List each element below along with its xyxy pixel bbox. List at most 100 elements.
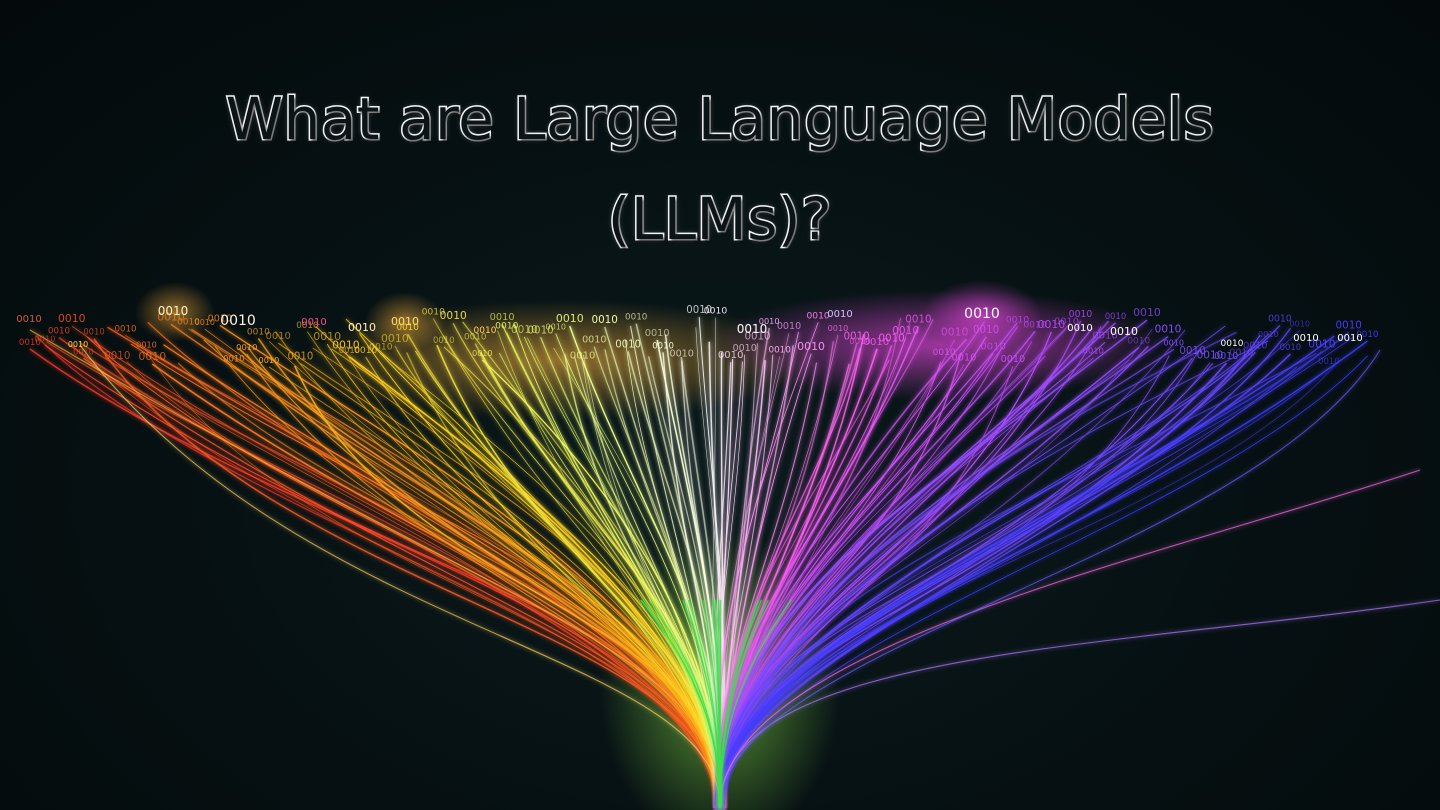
binary-label: 0010 xyxy=(422,307,446,318)
binary-label: 0010 xyxy=(1067,323,1092,334)
binary-label: 0010 xyxy=(759,316,780,326)
fiber-strand xyxy=(719,322,1018,809)
binary-label: 0010 xyxy=(570,350,596,361)
binary-label: 0010 xyxy=(737,322,768,336)
fiber-strand xyxy=(345,352,722,809)
binary-label: 0010 xyxy=(686,305,712,316)
binary-label: 0010 xyxy=(1001,354,1026,365)
binary-label: 0010 xyxy=(1229,348,1253,359)
binary-label: 0010 xyxy=(301,317,326,328)
fiber-strand xyxy=(79,344,721,809)
binary-label: 0010 xyxy=(265,331,290,342)
binary-label: 0010 xyxy=(19,338,41,348)
binary-label: 0010 xyxy=(1280,343,1302,353)
binary-label: 0010 xyxy=(223,355,245,365)
binary-label: 0010 xyxy=(83,327,104,337)
binary-label: 0010 xyxy=(645,328,670,339)
binary-label: 0010 xyxy=(58,312,86,325)
binary-label: 0010 xyxy=(733,343,757,354)
binary-label: 0010 xyxy=(1335,320,1361,332)
binary-label: 0010 xyxy=(16,314,41,325)
binary-label: 0010 xyxy=(48,327,70,337)
binary-label: 0010 xyxy=(440,309,467,322)
binary-label: 0010 xyxy=(1268,314,1292,325)
fiber-strand xyxy=(716,340,1269,809)
fiber-strands xyxy=(29,317,1440,809)
binary-label: 0010 xyxy=(73,346,94,356)
binary-label: 0010 xyxy=(35,333,56,343)
binary-label: 0010 xyxy=(941,326,969,339)
fiber-strand xyxy=(718,348,1175,809)
binary-label: 0010 xyxy=(68,340,88,349)
fiber-strand xyxy=(716,329,1186,809)
fiber-strand xyxy=(513,323,718,809)
fiber-strand xyxy=(582,354,722,809)
binary-label: 0010 xyxy=(827,309,852,320)
fiber-strand xyxy=(29,329,721,809)
binary-label: 0010 xyxy=(1155,324,1182,336)
binary-label: 0010 xyxy=(138,350,166,363)
binary-label: 0010 xyxy=(905,314,931,326)
binary-label: 0010 xyxy=(615,339,641,350)
binary-label: 0010 xyxy=(1110,325,1138,338)
fiber-strand xyxy=(58,336,719,809)
binary-label: 0010 xyxy=(843,331,869,343)
fiber-strand xyxy=(721,340,1368,809)
binary-label: 0010 xyxy=(777,321,801,332)
binary-label: 0010 xyxy=(381,332,409,345)
binary-label: 0010 xyxy=(220,313,256,329)
binary-label: 0010 xyxy=(1308,337,1335,350)
binary-label: 0010 xyxy=(849,336,870,346)
binary-label: 0010 xyxy=(1133,306,1161,319)
binary-label: 0010 xyxy=(391,315,419,328)
binary-label: 0010 xyxy=(511,324,538,336)
binary-label: 0010 xyxy=(1258,329,1279,339)
binary-label: 0010 xyxy=(354,345,378,356)
fiber-strand xyxy=(717,348,877,809)
fiber-strand xyxy=(719,331,1350,809)
binary-label: 0010 xyxy=(177,318,200,328)
fiber-strand xyxy=(719,331,1237,809)
binary-label: 0010 xyxy=(1337,333,1362,344)
glow-halo xyxy=(365,292,445,352)
binary-label: 0010 xyxy=(259,355,280,365)
fiber-strand xyxy=(721,328,1153,809)
binary-label: 0010 xyxy=(157,310,185,323)
binary-label: 0010 xyxy=(490,312,515,323)
binary-label: 0010 xyxy=(1289,319,1310,329)
binary-label: 0010 xyxy=(1179,345,1205,357)
binary-label: 0010 xyxy=(158,304,189,318)
fiber-strand xyxy=(246,353,724,809)
fiber-strand xyxy=(719,349,1381,809)
fiber-strand xyxy=(720,326,1018,809)
fiber-strand xyxy=(720,351,1323,809)
binary-label: 0010 xyxy=(1127,337,1150,347)
binary-label: 0010 xyxy=(892,324,919,337)
binary-label: 0010 xyxy=(332,339,360,352)
binary-label: 0010 xyxy=(339,345,360,355)
fiber-strand xyxy=(233,365,718,809)
binary-label: 0010 xyxy=(1092,330,1118,341)
fiber-strand xyxy=(715,354,746,809)
binary-label: 0010 xyxy=(464,333,487,343)
fiber-strand xyxy=(717,367,1330,809)
binary-label: 0010 xyxy=(744,330,770,342)
binary-label: 0010 xyxy=(797,340,825,353)
binary-label: 0010 xyxy=(1356,330,1378,340)
binary-label: 0010 xyxy=(1293,333,1318,344)
fiber-strand xyxy=(719,353,1291,809)
fiber-strand xyxy=(501,324,721,809)
fiber-strand xyxy=(716,352,1317,809)
binary-label: 0010 xyxy=(582,335,606,346)
binary-label: 0010 xyxy=(964,306,1000,322)
binary-label: 0010 xyxy=(768,346,791,356)
fiber-strand xyxy=(268,340,719,809)
binary-label: 0010 xyxy=(1083,346,1104,356)
glow-halo xyxy=(922,280,1042,350)
fiber-strand xyxy=(117,362,718,809)
binary-label: 0010 xyxy=(828,323,849,333)
binary-label: 0010 xyxy=(247,327,270,337)
binary-label: 0010 xyxy=(296,321,318,331)
